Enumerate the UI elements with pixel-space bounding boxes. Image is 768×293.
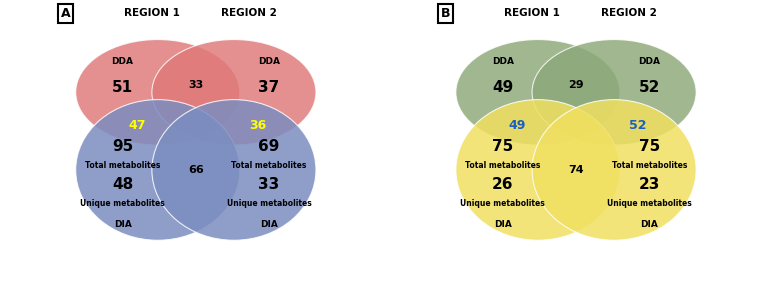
Text: 66: 66	[188, 165, 204, 175]
Text: 33: 33	[259, 177, 280, 192]
Text: 49: 49	[508, 120, 526, 132]
Text: 26: 26	[492, 177, 514, 192]
Text: REGION 2: REGION 2	[601, 8, 657, 18]
Text: 75: 75	[492, 139, 513, 154]
Text: Total metabolites: Total metabolites	[611, 161, 687, 170]
Text: 37: 37	[259, 80, 280, 96]
Text: Unique metabolites: Unique metabolites	[460, 199, 545, 208]
Text: 52: 52	[629, 120, 647, 132]
Text: 69: 69	[258, 139, 280, 154]
Text: DIA: DIA	[260, 220, 278, 229]
Text: Total metabolites: Total metabolites	[231, 161, 306, 170]
Text: 51: 51	[112, 80, 133, 96]
Ellipse shape	[76, 40, 240, 145]
Text: DIA: DIA	[114, 220, 131, 229]
Ellipse shape	[532, 40, 696, 145]
Text: REGION 1: REGION 1	[124, 8, 180, 18]
Ellipse shape	[456, 100, 620, 240]
Text: 95: 95	[112, 139, 133, 154]
Text: 29: 29	[568, 80, 584, 90]
Ellipse shape	[152, 40, 316, 145]
Text: 49: 49	[492, 80, 513, 96]
Text: DDA: DDA	[638, 57, 660, 66]
Ellipse shape	[152, 100, 316, 240]
Text: 75: 75	[639, 139, 660, 154]
Text: Total metabolites: Total metabolites	[465, 161, 541, 170]
Text: 36: 36	[249, 120, 266, 132]
Text: DIA: DIA	[494, 220, 511, 229]
Text: DDA: DDA	[258, 57, 280, 66]
Text: DIA: DIA	[641, 220, 658, 229]
Text: REGION 2: REGION 2	[220, 8, 276, 18]
Text: DDA: DDA	[111, 57, 134, 66]
Text: 74: 74	[568, 165, 584, 175]
Text: 48: 48	[112, 177, 133, 192]
Text: REGION 1: REGION 1	[504, 8, 560, 18]
Text: Total metabolites: Total metabolites	[85, 161, 161, 170]
Ellipse shape	[532, 100, 696, 240]
Text: 23: 23	[638, 177, 660, 192]
Text: B: B	[441, 7, 450, 20]
Text: 47: 47	[128, 120, 146, 132]
Ellipse shape	[76, 100, 240, 240]
Text: Unique metabolites: Unique metabolites	[80, 199, 165, 208]
Text: 33: 33	[188, 80, 204, 90]
Text: Unique metabolites: Unique metabolites	[227, 199, 312, 208]
Ellipse shape	[456, 40, 620, 145]
Text: 52: 52	[638, 80, 660, 96]
Text: A: A	[61, 7, 70, 20]
Text: Unique metabolites: Unique metabolites	[607, 199, 692, 208]
Text: DDA: DDA	[492, 57, 514, 66]
